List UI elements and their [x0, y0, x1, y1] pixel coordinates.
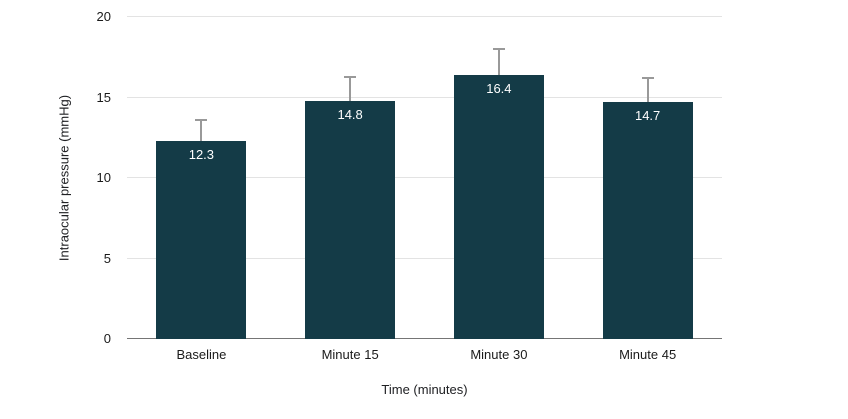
error-bar-cap — [641, 77, 654, 80]
x-tick-label-minute-45: Minute 45 — [619, 347, 677, 362]
x-axis-title: Time (minutes) — [381, 382, 468, 397]
error-bar — [349, 76, 352, 101]
y-tick-label: 15 — [96, 89, 111, 105]
bar-value-label: 14.8 — [337, 106, 363, 122]
bar-value-label: 14.7 — [634, 108, 661, 124]
bar-value-label: 12.3 — [188, 146, 215, 162]
bar-minute-30: 16.4 — [453, 74, 544, 339]
bar-slot: 12.3 — [127, 17, 276, 339]
gridline — [127, 96, 722, 98]
error-bar-cap — [195, 119, 208, 122]
plot-area: 12.3 14.8 16.4 14.7 — [127, 16, 722, 339]
bar-slot: 16.4 — [425, 17, 574, 339]
bars-row: 12.3 14.8 16.4 14.7 — [127, 17, 722, 339]
x-axis-line — [127, 338, 722, 339]
gridline — [127, 16, 722, 17]
y-axis-labels: 0 5 10 15 20 — [0, 10, 119, 346]
y-tick-label: 0 — [103, 331, 111, 346]
error-bar — [646, 78, 649, 103]
y-tick-label: 10 — [96, 170, 111, 185]
bar-minute-45: 14.7 — [602, 102, 693, 339]
gridline — [127, 257, 722, 259]
bar-value-label: 16.4 — [486, 80, 512, 96]
bar-slot: 14.8 — [276, 17, 425, 339]
error-bar-cap — [492, 48, 505, 51]
bar-baseline: 12.3 — [156, 140, 247, 339]
error-bar — [497, 49, 500, 75]
bar-minute-15: 14.8 — [305, 100, 396, 339]
error-bar-cap — [344, 75, 357, 78]
x-tick-label-minute-15: Minute 15 — [321, 347, 379, 362]
x-axis-labels: Baseline Minute 15 Minute 30 Minute 45 — [127, 347, 722, 362]
x-tick-label-minute-30: Minute 30 — [470, 347, 528, 362]
x-tick-label-baseline: Baseline — [176, 347, 227, 362]
y-tick-label: 5 — [103, 250, 111, 266]
bar-slot: 14.7 — [573, 17, 722, 339]
gridline — [127, 177, 722, 178]
y-tick-label: 20 — [96, 9, 111, 24]
error-bar — [200, 120, 203, 141]
